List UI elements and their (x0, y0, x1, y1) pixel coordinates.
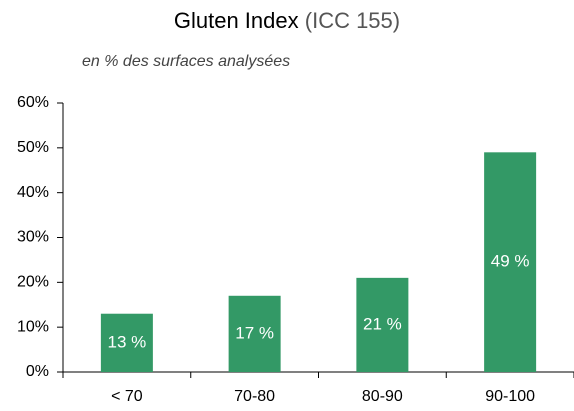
bar (228, 295, 281, 372)
y-tick-label: 0% (26, 363, 49, 380)
bar (484, 152, 537, 372)
y-tick-label: 50% (17, 139, 49, 156)
x-tick-label: 70-80 (234, 388, 275, 405)
y-tick-label: 40% (17, 184, 49, 201)
bar (356, 277, 409, 372)
chart-subtitle: en % des surfaces analysées (82, 53, 290, 70)
data-label: 17 % (235, 323, 274, 342)
y-tick-label: 60% (17, 94, 49, 111)
x-tick-label: 90-100 (485, 388, 535, 405)
y-tick-label: 20% (17, 274, 49, 291)
x-tick-label: 80-90 (362, 388, 403, 405)
chart-title: Gluten Index (174, 8, 299, 33)
chart-title-group: Gluten Index (ICC 155) (174, 8, 400, 33)
chart-title-note: (ICC 155) (305, 8, 400, 33)
bar (100, 313, 153, 372)
y-tick-label: 10% (17, 318, 49, 335)
data-label: 21 % (363, 314, 402, 333)
data-label: 49 % (491, 252, 530, 271)
data-label: 13 % (108, 332, 147, 351)
y-tick-label: 30% (17, 229, 49, 246)
x-tick-label: < 70 (111, 388, 143, 405)
